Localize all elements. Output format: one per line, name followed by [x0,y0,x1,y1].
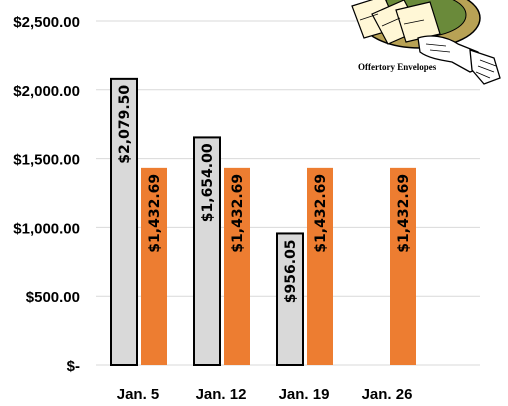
y-axis-ticks: $- $500.00 $1,000.00 $1,500.00 $2,000.00 $2,5… [13,14,80,375]
y-tick-label: $- [67,358,80,375]
y-tick-label: $2,000.00 [13,83,80,100]
y-tick-label: $2,500.00 [13,14,80,31]
data-label: $2,079.50 [117,85,133,164]
bars: $2,079.50 $1,432.69 $1,654.00 $1,432.69 $956… [110,77,416,366]
x-tick-label: Jan. 26 [362,386,413,403]
illustration-caption: Offertory Envelopes [358,62,437,72]
data-label: $1,432.69 [230,174,246,253]
offering-plate-hand-icon: Offertory Envelopes [351,0,501,85]
y-tick-label: $1,000.00 [13,220,80,237]
x-tick-label: Jan. 19 [279,386,330,403]
y-tick-label: $500.00 [26,289,80,306]
bar-collection [276,232,304,366]
bar-budget [224,167,250,365]
bar-budget [307,167,333,365]
bar-budget [141,167,167,365]
bar-collection [193,136,221,366]
y-tick-label: $1,500.00 [13,152,80,169]
data-label: $1,432.69 [396,174,412,253]
data-label: $1,654.00 [200,143,216,222]
x-tick-label: Jan. 5 [117,386,160,403]
data-label: $956.05 [283,239,299,303]
bar-collection [110,77,138,366]
data-label: $1,432.69 [313,174,329,253]
x-axis-ticks: Jan. 5 Jan. 12 Jan. 19 Jan. 26 [117,386,413,403]
x-tick-label: Jan. 12 [196,386,247,403]
data-label: $1,432.69 [147,174,163,253]
bar-budget [390,167,416,365]
